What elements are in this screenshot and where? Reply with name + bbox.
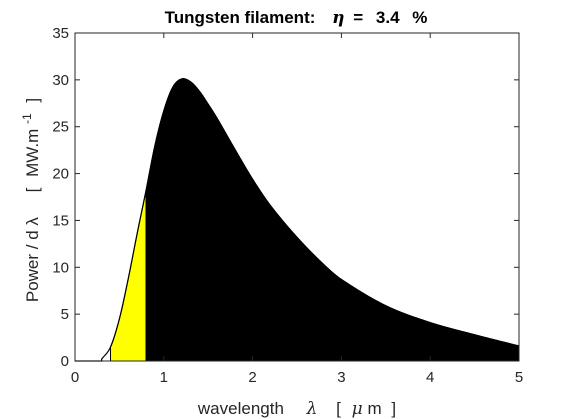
y-label-symbol: λ bbox=[23, 217, 42, 226]
title-symbol: η bbox=[332, 8, 344, 28]
y-tick-label: 35 bbox=[52, 25, 69, 42]
chart-fills bbox=[110, 78, 520, 362]
y-tick-label: 10 bbox=[52, 259, 69, 276]
y-label-exponent: -1 bbox=[20, 113, 34, 124]
x-label-close: ] bbox=[391, 399, 396, 418]
x-label-text: wavelength bbox=[197, 399, 284, 418]
curve-layer bbox=[75, 78, 520, 362]
y-tick-label: 20 bbox=[52, 166, 69, 183]
y-axis-label: Power / d λ [ MW.m -1 ] bbox=[16, 98, 42, 302]
x-tick-label: 2 bbox=[248, 369, 256, 386]
x-tick-label: 5 bbox=[515, 369, 523, 386]
x-label-symbol: λ bbox=[306, 399, 318, 419]
ticks: 0 1 2 3 4 5 0 5 10 15 20 25 30 35 bbox=[52, 25, 523, 386]
x-tick-label: 1 bbox=[160, 369, 168, 386]
y-label-open: [ bbox=[23, 187, 42, 192]
x-axis-label: wavelength λ [ μ m ] bbox=[197, 399, 396, 419]
region-infrared bbox=[145, 78, 520, 362]
y-tick-label: 30 bbox=[52, 72, 69, 89]
y-label-close: ] bbox=[23, 98, 42, 103]
x-label-open: [ bbox=[336, 399, 341, 418]
title-unit: % bbox=[412, 8, 427, 27]
y-label-unit: MW.m bbox=[23, 129, 42, 177]
series-line bbox=[75, 78, 520, 362]
x-label-mu: μ bbox=[352, 399, 363, 419]
y-tick-label: 5 bbox=[61, 306, 69, 323]
title-value: 3.4 bbox=[376, 8, 400, 27]
chart-title: Tungsten filament: η = 3.4 % bbox=[165, 8, 428, 28]
axes-box bbox=[74, 32, 520, 362]
x-tick-label: 4 bbox=[426, 369, 434, 386]
x-tick-label: 0 bbox=[71, 369, 79, 386]
y-label-text: Power / d bbox=[23, 230, 42, 302]
y-tick-label: 25 bbox=[52, 119, 69, 136]
y-tick-label: 0 bbox=[61, 353, 69, 370]
title-prefix: Tungsten filament: bbox=[165, 8, 316, 27]
x-tick-label: 3 bbox=[337, 369, 345, 386]
x-label-m: m bbox=[367, 399, 381, 418]
title-equals: = bbox=[353, 8, 363, 27]
y-tick-label: 15 bbox=[52, 212, 69, 229]
